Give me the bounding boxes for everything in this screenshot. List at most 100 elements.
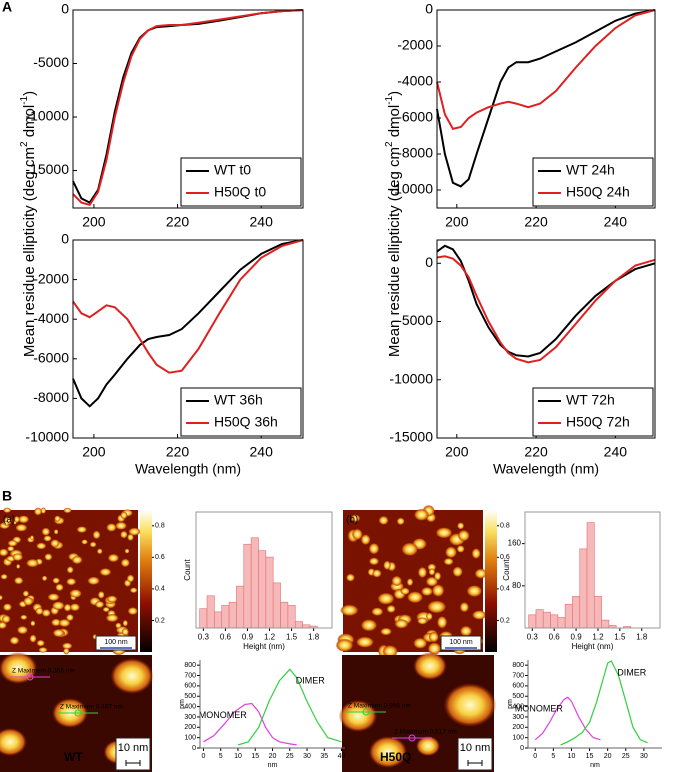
- afm-grain: [421, 586, 434, 597]
- profile-marker-dot: [74, 709, 82, 717]
- y-tick-label: 100: [512, 734, 524, 741]
- profile-marker-label: Z Maximum 0.517 nm: [394, 729, 457, 736]
- histogram-bar: [572, 596, 581, 629]
- y-axis-label-part: ): [386, 91, 403, 96]
- x-tick-label: 0.9: [571, 632, 583, 641]
- legend-label: WT t0: [214, 162, 251, 178]
- series-line: [203, 702, 297, 746]
- x-tick-label: 20: [269, 753, 277, 760]
- y-tick-label: 80: [512, 581, 521, 590]
- profile-marker-dot: [26, 673, 34, 681]
- x-tick-label: 1.5: [286, 632, 298, 641]
- histogram-bar: [550, 614, 559, 629]
- afm-grain: [445, 546, 458, 559]
- afm-grain: [400, 587, 410, 595]
- histogram-bar: [206, 595, 215, 629]
- series-line: [72, 239, 304, 374]
- y-tick-label: -6000: [397, 109, 433, 125]
- legend-label: H50Q 36h: [214, 414, 278, 430]
- x-tick-label: 200: [445, 213, 469, 229]
- afm-grain: [443, 557, 454, 566]
- colorbar-tick-label: 0.8: [500, 523, 510, 530]
- afm-grain: [383, 560, 392, 571]
- afm-grain: [107, 553, 120, 563]
- y-tick-label: -6000: [33, 350, 69, 366]
- colorbar-tick-label: 0.8: [155, 523, 165, 530]
- afm-grain: [1, 614, 11, 624]
- afm-grain: [94, 600, 105, 609]
- afm-grain: [22, 590, 30, 597]
- afm-grain: [0, 573, 8, 580]
- afm-grain: [471, 610, 487, 620]
- afm-grain: [0, 621, 7, 630]
- afm-grain: [35, 607, 44, 616]
- x-tick-label: 1.2: [592, 632, 604, 641]
- series-label: DIMER: [617, 667, 647, 677]
- afm-grain: [457, 529, 470, 542]
- afm-grain: [38, 647, 48, 653]
- afm-grain: [459, 625, 473, 637]
- x-tick-label: 200: [82, 213, 106, 229]
- histogram-bar: [564, 603, 573, 629]
- afm-grain: [474, 568, 488, 579]
- x-axis-label: Height (nm): [243, 642, 285, 651]
- afm-grain: [471, 548, 481, 560]
- plot-frame: [195, 511, 333, 629]
- histogram-bar: [243, 543, 252, 629]
- y-tick-label: 0: [425, 254, 433, 270]
- x-tick-label: 35: [320, 753, 328, 760]
- legend-label: WT 24h: [566, 162, 615, 178]
- y-tick-label: 400: [184, 703, 196, 710]
- scale-bar-label: 100 nm: [104, 639, 128, 646]
- histogram-bar: [594, 596, 602, 629]
- afm-grain: [127, 606, 138, 616]
- y-tick-label: -10000: [389, 181, 433, 197]
- afm-grain: [43, 535, 52, 542]
- x-tick-label: 0: [201, 753, 205, 760]
- afm-grain: [126, 574, 135, 583]
- afm-grain: [52, 628, 65, 638]
- profile-marker-dot: [408, 734, 416, 742]
- histogram-bar: [272, 582, 281, 629]
- legend-label: WT 72h: [566, 392, 615, 408]
- x-tick-label: 5: [219, 753, 223, 760]
- afm-grain: [13, 515, 20, 523]
- legend-box: [180, 387, 302, 437]
- afm-grain: [65, 613, 74, 622]
- afm-grain: [0, 728, 27, 756]
- afm-grain: [417, 617, 428, 625]
- afm-grain: [29, 535, 35, 541]
- afm-grain: [371, 607, 384, 617]
- afm-grain: [0, 594, 3, 601]
- afm-grain: [382, 644, 399, 658]
- y-tick-label: 500: [184, 693, 196, 700]
- afm-grain: [0, 548, 9, 557]
- x-tick-label: 220: [166, 213, 190, 229]
- x-tick-label: 0.6: [220, 632, 232, 641]
- afm-grain: [360, 534, 371, 546]
- afm-grain: [391, 575, 403, 587]
- x-tick-label: 20: [604, 753, 612, 760]
- histogram-bar: [542, 611, 551, 629]
- scale-bar-box: [440, 635, 482, 651]
- scale-bar-box: [457, 737, 493, 771]
- afm-grain: [386, 604, 396, 614]
- y-axis-label: Mean residue ellipticity (deg cm2 dmol-1…: [19, 91, 38, 357]
- legend-box: [532, 157, 654, 207]
- afm-grain: [413, 508, 430, 521]
- afm-grain: [425, 612, 433, 621]
- plot-frame: [72, 239, 304, 439]
- y-axis-label-part: -1: [384, 95, 395, 104]
- x-tick-label: 15: [251, 753, 259, 760]
- y-tick-label: -8000: [33, 389, 69, 405]
- x-tick-label: 0.6: [549, 632, 561, 641]
- series-line: [436, 9, 656, 130]
- afm-grain: [128, 527, 141, 536]
- y-tick-label: 200: [512, 724, 524, 731]
- afm-grain: [105, 613, 119, 623]
- scale-bar: [467, 760, 483, 766]
- afm-grain: [89, 541, 97, 548]
- afm-grain: [58, 618, 71, 628]
- colorbar-tick-label: 0.6: [500, 554, 510, 561]
- scale-bar-label: 10 nm: [118, 742, 149, 754]
